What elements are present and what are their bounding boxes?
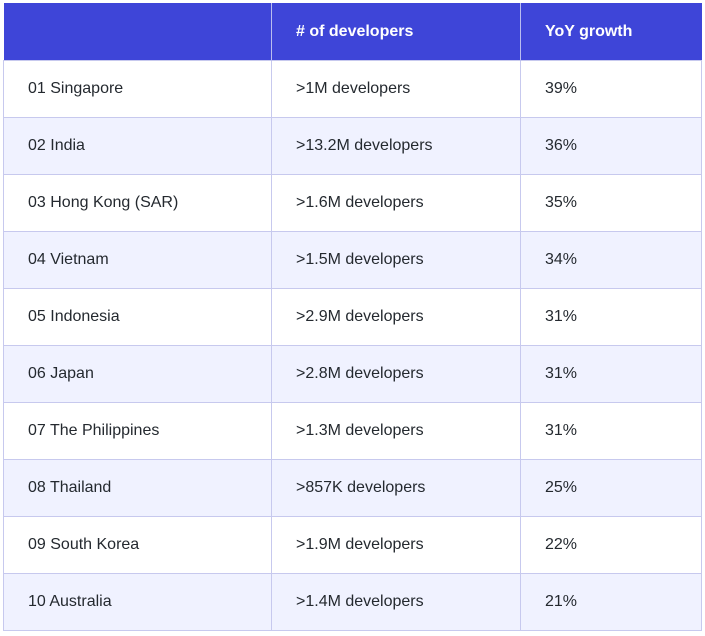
country-cell: 01 Singapore [3,60,272,118]
growth-cell: 36% [520,117,702,175]
header-row: # of developers YoY growth [3,3,702,61]
country-cell: 04 Vietnam [3,231,272,289]
developers-cell: >2.8M developers [271,345,521,403]
table-row: 09 South Korea >1.9M developers 22% [3,516,702,574]
table-body: 01 Singapore >1M developers 39% 02 India… [3,60,702,631]
growth-cell: 31% [520,402,702,460]
header-country [3,3,272,61]
country-cell: 06 Japan [3,345,272,403]
header-developers: # of developers [271,3,521,61]
country-cell: 07 The Philippines [3,402,272,460]
developers-cell: >857K developers [271,459,521,517]
country-cell: 03 Hong Kong (SAR) [3,174,272,232]
table-header: # of developers YoY growth [3,3,702,61]
developers-cell: >1.5M developers [271,231,521,289]
table-row: 07 The Philippines >1.3M developers 31% [3,402,702,460]
developers-cell: >13.2M developers [271,117,521,175]
table-row: 06 Japan >2.8M developers 31% [3,345,702,403]
table-row: 10 Australia >1.4M developers 21% [3,573,702,631]
country-cell: 10 Australia [3,573,272,631]
table-row: 04 Vietnam >1.5M developers 34% [3,231,702,289]
country-cell: 02 India [3,117,272,175]
developers-cell: >1.6M developers [271,174,521,232]
growth-cell: 34% [520,231,702,289]
table-row: 01 Singapore >1M developers 39% [3,60,702,118]
growth-cell: 25% [520,459,702,517]
growth-cell: 21% [520,573,702,631]
developers-cell: >1.4M developers [271,573,521,631]
developers-cell: >1M developers [271,60,521,118]
country-cell: 05 Indonesia [3,288,272,346]
table-row: 05 Indonesia >2.9M developers 31% [3,288,702,346]
developers-cell: >1.3M developers [271,402,521,460]
header-yoy-growth: YoY growth [520,3,702,61]
developer-growth-table-container: # of developers YoY growth 01 Singapore … [3,3,702,631]
growth-cell: 31% [520,345,702,403]
developers-cell: >2.9M developers [271,288,521,346]
table-row: 03 Hong Kong (SAR) >1.6M developers 35% [3,174,702,232]
growth-cell: 39% [520,60,702,118]
growth-cell: 22% [520,516,702,574]
developers-cell: >1.9M developers [271,516,521,574]
table-row: 08 Thailand >857K developers 25% [3,459,702,517]
country-cell: 09 South Korea [3,516,272,574]
table-row: 02 India >13.2M developers 36% [3,117,702,175]
growth-cell: 31% [520,288,702,346]
developer-growth-table: # of developers YoY growth 01 Singapore … [3,3,702,631]
country-cell: 08 Thailand [3,459,272,517]
growth-cell: 35% [520,174,702,232]
